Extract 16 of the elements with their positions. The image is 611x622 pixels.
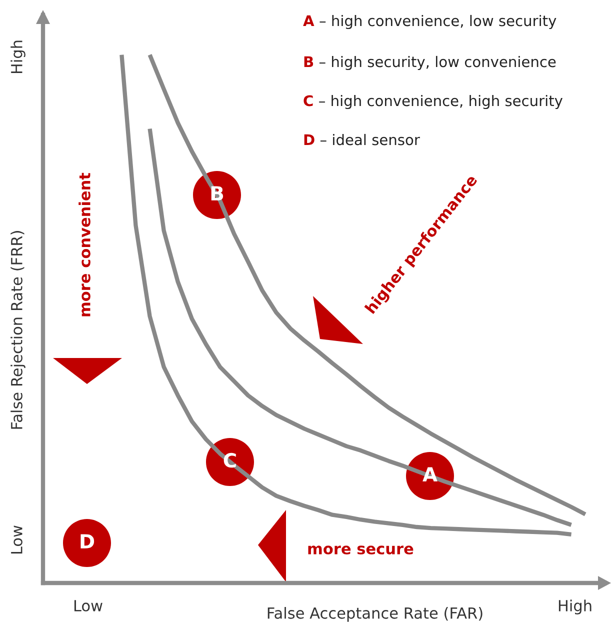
text: False Rejection Rate (FRR) (10, 231, 26, 429)
annotation: more secure (308, 546, 414, 554)
text: High (10, 40, 26, 74)
text: more convenient (78, 172, 90, 316)
annotation: B (211, 186, 224, 200)
annotation: D – ideal sensor (304, 134, 420, 146)
text: A – high convenience, low security (303, 14, 556, 30)
annotation: C (224, 452, 236, 468)
text: Low (74, 600, 102, 612)
annotation: C – high convenience, high security (304, 94, 563, 110)
text: High (558, 600, 592, 614)
annotation: B – high security, low convenience (304, 56, 556, 70)
text: D (80, 534, 94, 548)
x-axis-title: False Acceptance Rate (FAR) (268, 607, 482, 622)
text: Low (11, 526, 22, 554)
annotation: A (422, 467, 438, 482)
